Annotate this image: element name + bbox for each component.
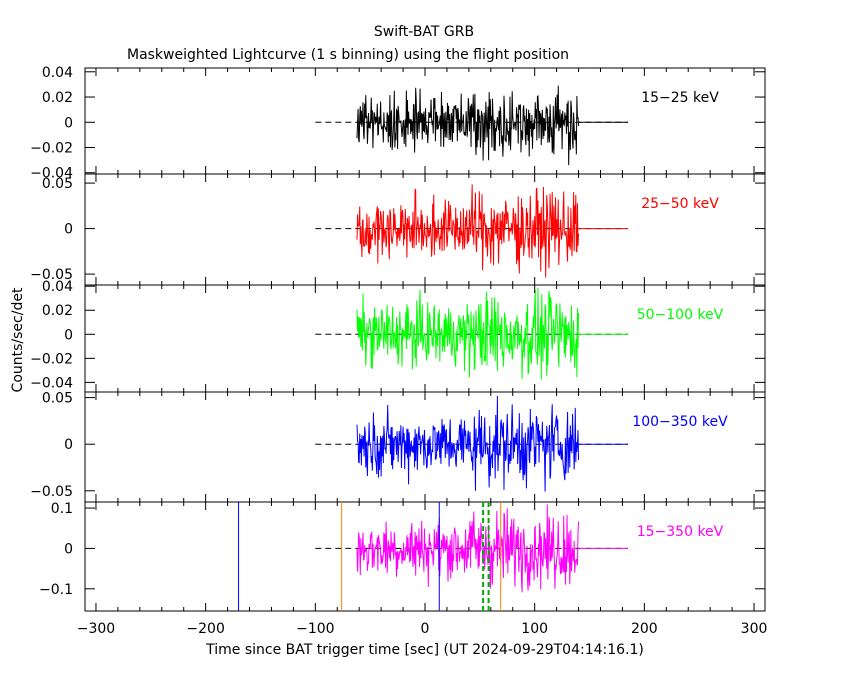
series-line-4 [356, 504, 580, 593]
y-tick-label: −0.05 [30, 484, 73, 500]
y-tick-label: 0 [64, 541, 73, 557]
series-line-2 [356, 287, 580, 380]
y-tick-label: −0.05 [30, 267, 73, 283]
chart-subtitle: Maskweighted Lightcurve (1 s binning) us… [127, 47, 569, 63]
x-axis-label: Time since BAT trigger time [sec] (UT 20… [205, 642, 644, 658]
y-tick-label: 0 [64, 437, 73, 453]
band-label: 15−350 keV [637, 524, 724, 540]
band-label: 15−25 keV [641, 90, 719, 106]
series-line-3 [356, 395, 580, 492]
y-tick-label: 0.05 [42, 391, 73, 407]
y-tick-label: 0.1 [51, 501, 73, 517]
series-line-1 [356, 184, 580, 278]
series-line-0 [356, 85, 580, 166]
x-tick-label: −300 [77, 621, 115, 637]
y-tick-label: −0.02 [30, 141, 73, 157]
band-label: 50−100 keV [637, 307, 724, 323]
y-tick-label: 0.05 [42, 176, 73, 192]
x-tick-label: −200 [186, 621, 224, 637]
y-tick-label: −0.04 [30, 375, 73, 391]
y-tick-label: 0.04 [42, 279, 73, 295]
y-tick-label: 0 [64, 115, 73, 131]
y-tick-label: 0.04 [42, 65, 73, 81]
panel-frame-4 [84, 501, 766, 612]
x-tick-label: 0 [421, 621, 430, 637]
x-tick-label: 100 [521, 621, 548, 637]
y-tick-label: −0.02 [30, 351, 73, 367]
x-tick-label: 300 [741, 621, 768, 637]
band-label: 100−350 keV [632, 414, 728, 430]
chart-title: Swift-BAT GRB [374, 24, 474, 40]
y-tick-label: 0.02 [42, 303, 73, 319]
x-tick-label: 200 [631, 621, 658, 637]
band-label: 25−50 keV [641, 196, 719, 212]
plot-area: −0.04 −0.02 0 0.02 0.04 15−25 keV −0.05 0 0.05 25… [30, 65, 767, 637]
y-tick-label: 0 [64, 327, 73, 343]
y-tick-label: 0.02 [42, 90, 73, 106]
y-tick-label: 0 [64, 222, 73, 238]
y-tick-label: −0.04 [30, 166, 73, 182]
y-tick-label: −0.1 [39, 582, 73, 598]
y-axis-label: Counts/sec/det [10, 287, 26, 392]
x-tick-label: −100 [296, 621, 334, 637]
